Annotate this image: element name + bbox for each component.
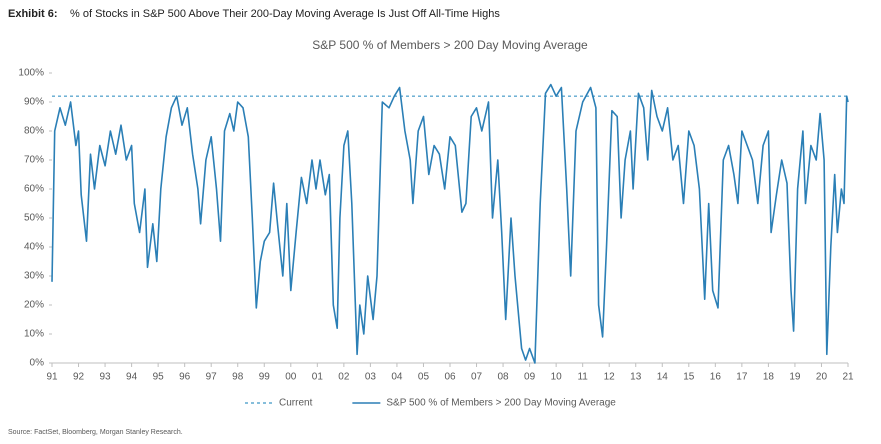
x-tick-label: 04: [391, 372, 403, 383]
x-tick-label: 94: [126, 372, 138, 383]
x-tick-label: 98: [232, 372, 244, 383]
x-tick-label: 01: [312, 372, 324, 383]
y-tick-label: 50%: [24, 213, 44, 224]
x-tick-label: 10: [551, 372, 563, 383]
chart-title: S&P 500 % of Members > 200 Day Moving Av…: [312, 38, 588, 52]
x-tick-label: 07: [471, 372, 483, 383]
x-tick-label: 08: [498, 372, 510, 383]
legend-label: S&P 500 % of Members > 200 Day Moving Av…: [386, 398, 616, 409]
y-tick-label: 60%: [24, 184, 44, 195]
y-tick-label: 80%: [24, 126, 44, 137]
y-tick-label: 40%: [24, 242, 44, 253]
y-tick-label: 70%: [24, 155, 44, 166]
y-tick-label: 100%: [18, 68, 44, 79]
x-tick-label: 03: [365, 372, 377, 383]
exhibit-label: Exhibit 6:: [8, 8, 58, 20]
x-tick-label: 17: [736, 372, 748, 383]
x-tick-label: 16: [710, 372, 722, 383]
y-tick-label: 0%: [30, 358, 45, 369]
y-tick-label: 30%: [24, 271, 44, 282]
x-tick-label: 99: [259, 372, 271, 383]
x-tick-label: 92: [73, 372, 85, 383]
source: Source: FactSet, Bloomberg, Morgan Stanl…: [8, 429, 183, 436]
x-tick-label: 13: [630, 372, 642, 383]
x-tick-label: 05: [418, 372, 430, 383]
y-tick-label: 10%: [24, 329, 44, 340]
y-tick-label: 90%: [24, 97, 44, 108]
x-tick-label: 93: [100, 372, 112, 383]
x-tick-label: 02: [338, 372, 350, 383]
x-tick-label: 12: [604, 372, 616, 383]
x-tick-label: 95: [153, 372, 165, 383]
x-tick-label: 06: [444, 372, 456, 383]
x-tick-label: 21: [842, 372, 854, 383]
x-tick-label: 00: [285, 372, 297, 383]
y-tick-label: 20%: [24, 300, 44, 311]
x-tick-label: 14: [657, 372, 669, 383]
legend-label: Current: [279, 398, 313, 409]
data-line: [51, 83, 849, 364]
x-tick-label: 19: [789, 372, 801, 383]
headline: % of Stocks in S&P 500 Above Their 200-D…: [70, 8, 500, 20]
x-tick-label: 96: [179, 372, 191, 383]
x-tick-label: 97: [206, 372, 218, 383]
x-tick-label: 91: [46, 372, 58, 383]
x-tick-label: 15: [683, 372, 695, 383]
x-tick-label: 11: [577, 372, 588, 383]
x-tick-label: 18: [763, 372, 775, 383]
x-tick-label: 20: [816, 372, 828, 383]
x-tick-label: 09: [524, 372, 536, 383]
